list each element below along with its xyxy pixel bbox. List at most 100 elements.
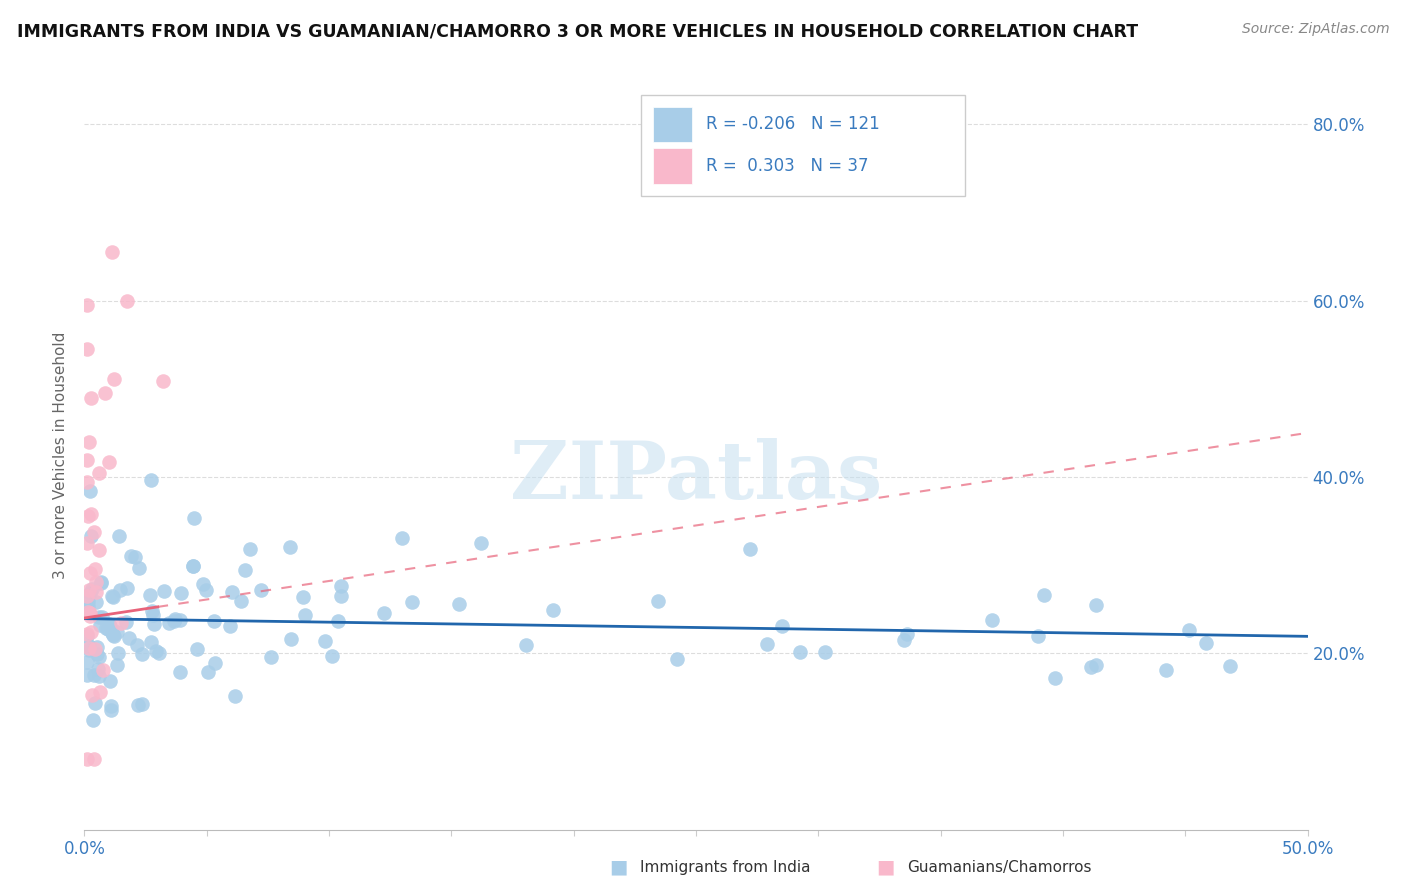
Point	[401, 595, 423, 609]
Point	[79, 586, 101, 600]
Point	[291, 590, 314, 604]
Point	[1084, 598, 1107, 612]
FancyBboxPatch shape	[654, 148, 692, 185]
Point	[77, 583, 100, 598]
Y-axis label: 3 or more Vehicles in Household: 3 or more Vehicles in Household	[53, 331, 69, 579]
Point	[157, 616, 180, 631]
Point	[321, 648, 343, 663]
Point	[163, 612, 186, 626]
Point	[294, 608, 316, 623]
Point	[447, 597, 470, 611]
Point	[813, 645, 835, 659]
Point	[1154, 663, 1177, 677]
FancyBboxPatch shape	[641, 95, 965, 196]
Point	[980, 614, 1002, 628]
Point	[249, 582, 271, 597]
Point	[1219, 658, 1241, 673]
Point	[80, 391, 103, 405]
Point	[90, 575, 112, 590]
Point	[181, 559, 204, 574]
Point	[103, 629, 125, 643]
Point	[87, 669, 110, 683]
Point	[80, 529, 103, 543]
Point	[89, 685, 111, 699]
Point	[84, 696, 107, 710]
Point	[86, 640, 108, 654]
Point	[84, 562, 107, 576]
Point	[219, 619, 242, 633]
Point	[89, 650, 111, 665]
Point	[194, 582, 217, 597]
Point	[170, 586, 193, 600]
Point	[76, 298, 98, 312]
Point	[1080, 660, 1102, 674]
Point	[1028, 629, 1050, 643]
Point	[76, 342, 98, 356]
FancyBboxPatch shape	[654, 106, 692, 143]
Point	[142, 617, 165, 632]
Point	[127, 638, 149, 652]
Point	[76, 593, 98, 607]
Point	[76, 508, 98, 523]
Point	[141, 635, 163, 649]
Point	[181, 559, 204, 574]
Point	[202, 614, 225, 628]
Point	[76, 605, 98, 619]
Point	[103, 372, 125, 386]
Point	[77, 641, 100, 656]
Point	[84, 595, 107, 609]
Point	[740, 542, 762, 557]
Point	[87, 466, 110, 480]
Point	[80, 625, 103, 640]
Point	[89, 618, 111, 632]
Point	[239, 542, 262, 557]
Point	[118, 632, 141, 646]
Point	[90, 575, 112, 590]
Point	[115, 293, 138, 308]
Point	[1033, 588, 1056, 602]
Point	[260, 649, 283, 664]
Point	[107, 528, 129, 542]
Point	[131, 697, 153, 711]
Point	[330, 579, 353, 593]
Point	[89, 609, 111, 624]
Point	[76, 668, 98, 682]
Point	[328, 614, 350, 628]
Point	[515, 639, 537, 653]
Point	[115, 582, 138, 596]
Point	[152, 374, 174, 388]
Point	[193, 577, 215, 591]
Point	[141, 605, 163, 619]
Point	[76, 589, 98, 603]
Point	[98, 673, 121, 688]
Point	[110, 616, 132, 631]
Point	[755, 636, 778, 650]
Point	[131, 647, 153, 661]
Point	[76, 453, 98, 467]
Point	[105, 658, 128, 673]
Point	[163, 614, 186, 628]
Point	[89, 542, 111, 557]
Point	[329, 590, 352, 604]
Point	[197, 665, 219, 680]
Point	[107, 646, 129, 660]
Text: Immigrants from India: Immigrants from India	[640, 860, 810, 874]
Text: ZIPatlas: ZIPatlas	[510, 438, 882, 516]
Text: ■: ■	[609, 857, 628, 877]
Point	[87, 662, 110, 676]
Point	[80, 582, 103, 597]
Point	[103, 628, 125, 642]
Point	[541, 603, 564, 617]
Point	[77, 434, 100, 449]
Point	[1085, 657, 1108, 672]
Point	[97, 622, 120, 636]
Point	[76, 629, 98, 643]
Point	[79, 639, 101, 653]
Point	[100, 703, 122, 717]
Text: IMMIGRANTS FROM INDIA VS GUAMANIAN/CHAMORRO 3 OR MORE VEHICLES IN HOUSEHOLD CORR: IMMIGRANTS FROM INDIA VS GUAMANIAN/CHAMO…	[17, 22, 1137, 40]
Point	[128, 561, 150, 575]
Point	[789, 645, 811, 659]
Point	[148, 646, 170, 660]
Point	[120, 549, 142, 563]
Point	[391, 532, 413, 546]
